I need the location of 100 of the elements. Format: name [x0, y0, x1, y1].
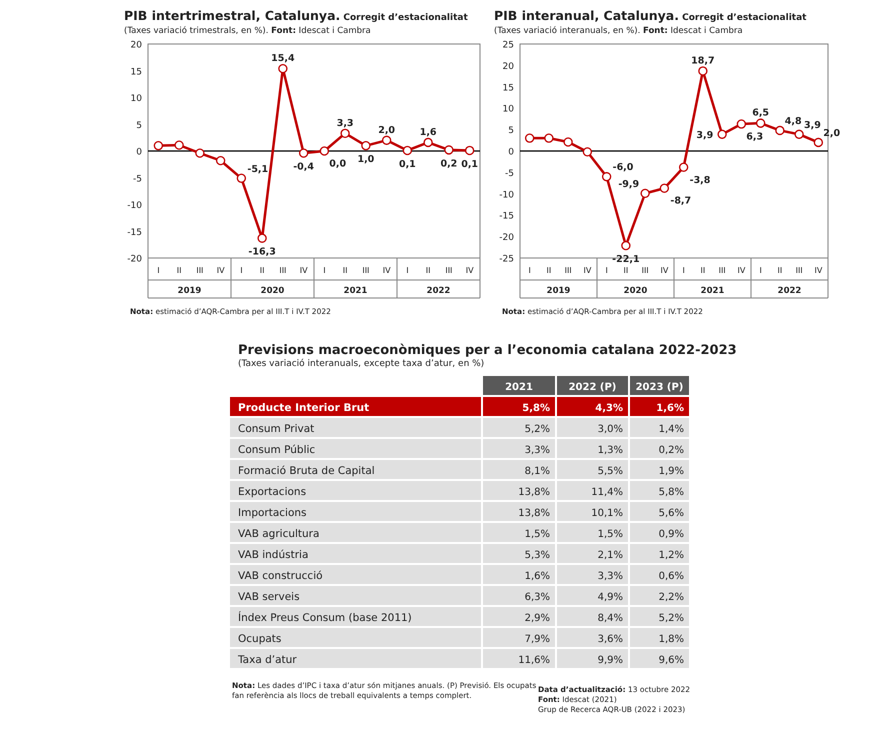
text: 2019	[178, 286, 202, 296]
text: 2,2%	[658, 592, 684, 603]
text: 4,3%	[595, 403, 623, 414]
text: 13,8%	[518, 508, 550, 519]
text: 5,2%	[658, 613, 684, 624]
x-tick-label: II	[624, 266, 628, 275]
chart-subtitle: (Taxes variació interanuals, en %). Font: Idescat i Cambra	[494, 26, 743, 36]
data-label: 3,9	[804, 120, 821, 131]
y-tick-label: -15	[499, 212, 514, 222]
x-tick-label: IV	[216, 266, 226, 275]
x-tick-label: IV	[660, 266, 669, 275]
category-label: Índex Preus Consum (base 2011)	[238, 612, 412, 624]
text: 1,2%	[658, 550, 684, 561]
text: 9,9%	[598, 655, 623, 666]
x-tick-label: II	[700, 266, 706, 275]
y-tick-label: 25	[502, 40, 514, 50]
y-tick-label: -20	[127, 254, 142, 264]
x-tick-label: III	[445, 266, 452, 275]
text: 5,5%	[598, 466, 623, 477]
x-tick-label: III	[196, 266, 204, 275]
x-tick-label: I	[605, 266, 608, 275]
text: 9,6%	[658, 655, 684, 666]
category-label: Formació Bruta de Capital	[238, 465, 375, 477]
y-tick-label: 5	[508, 126, 514, 136]
x-tick-label: III	[642, 266, 649, 275]
x-tick-label: I	[759, 266, 762, 275]
data-label: -3,8	[690, 174, 711, 186]
category-label: Consum Públic	[238, 444, 316, 456]
y-tick-label: -15	[127, 228, 142, 238]
text: (Taxes variació interanuals, excepte taxa d’atur, en %)	[238, 358, 484, 369]
y-tick-label: -10	[499, 190, 514, 200]
text: 1,5%	[524, 529, 550, 540]
text: 5,8%	[658, 487, 684, 498]
y-tick-label: -5	[505, 168, 514, 179]
data-label: 0,1	[398, 158, 416, 170]
text: 2022	[426, 286, 450, 296]
data-label: 0,1	[461, 158, 478, 170]
category-label: 2021	[505, 382, 533, 393]
text: 7,9%	[524, 634, 550, 645]
text: 1,6%	[656, 403, 684, 414]
text: 1,6%	[524, 571, 550, 582]
x-tick-label: I	[406, 266, 409, 275]
data-label: 2,0	[823, 128, 840, 139]
x-tick-label: II	[778, 266, 782, 275]
text: 2021	[344, 286, 368, 296]
x-tick-label: II	[260, 266, 264, 275]
text: 5,6%	[658, 508, 684, 519]
text: 2019	[546, 286, 570, 296]
category-label: 2022 (P)	[568, 382, 616, 393]
data-label: -0,4	[293, 162, 314, 173]
x-tick-label: II	[342, 266, 348, 275]
category-label: VAB agricultura	[238, 528, 320, 540]
x-tick-label: III	[279, 266, 286, 275]
x-tick-label: IV	[583, 266, 592, 275]
x-tick-label: I	[682, 266, 685, 275]
data-label: 2,0	[378, 124, 396, 136]
y-tick-label: 15	[502, 83, 514, 94]
x-tick-label: IV	[300, 266, 308, 275]
x-tick-label: IV	[814, 266, 823, 275]
category-label: Consum Privat	[238, 423, 314, 435]
text: 1,9%	[658, 466, 684, 477]
data-label: 3,3	[336, 118, 354, 129]
x-tick-label: III	[718, 266, 726, 275]
text: 5,3%	[524, 550, 550, 561]
text: 10,1%	[591, 508, 623, 519]
data-label: 1,0	[357, 154, 375, 166]
text: 3,6%	[598, 634, 623, 645]
data-label: 15,4	[271, 53, 295, 64]
text: 1,4%	[658, 424, 684, 435]
text: 11,6%	[518, 655, 550, 666]
category-label: 2023 (P)	[636, 382, 684, 393]
y-tick-label: 15	[130, 67, 142, 78]
text: 13,8%	[518, 487, 550, 498]
x-tick-label: II	[546, 266, 552, 275]
data-label: 6,3	[746, 132, 764, 143]
x-tick-label: I	[323, 266, 326, 275]
text: 3,3%	[598, 571, 623, 582]
x-tick-label: II	[426, 266, 430, 275]
text: 2,1%	[598, 550, 623, 561]
y-tick-label: -20	[499, 233, 514, 244]
data-label: -8,7	[670, 196, 692, 207]
y-tick-label: -25	[499, 254, 514, 264]
category-label: VAB construcció	[238, 570, 323, 582]
y-tick-label: 20	[130, 40, 142, 50]
text: 8,4%	[598, 613, 623, 624]
data-label: 18,7	[691, 55, 715, 66]
y-tick-label: 20	[502, 62, 514, 72]
text: Previsions macroeconòmiques per a l’economia catalana 2022-2023	[238, 343, 737, 358]
data-label: 0,0	[329, 158, 346, 170]
x-tick-label: IV	[382, 266, 392, 275]
category-label: Ocupats	[238, 633, 282, 645]
y-tick-label: 10	[130, 94, 142, 104]
y-tick-label: -10	[127, 201, 142, 211]
text: 2021	[700, 286, 724, 296]
data-label: -22,1	[612, 254, 640, 266]
category-label: Exportacions	[238, 486, 306, 498]
x-tick-label: I	[528, 266, 531, 275]
x-tick-label: IV	[466, 266, 474, 275]
data-label: 3,9	[696, 130, 714, 141]
text: 2022	[778, 286, 802, 296]
